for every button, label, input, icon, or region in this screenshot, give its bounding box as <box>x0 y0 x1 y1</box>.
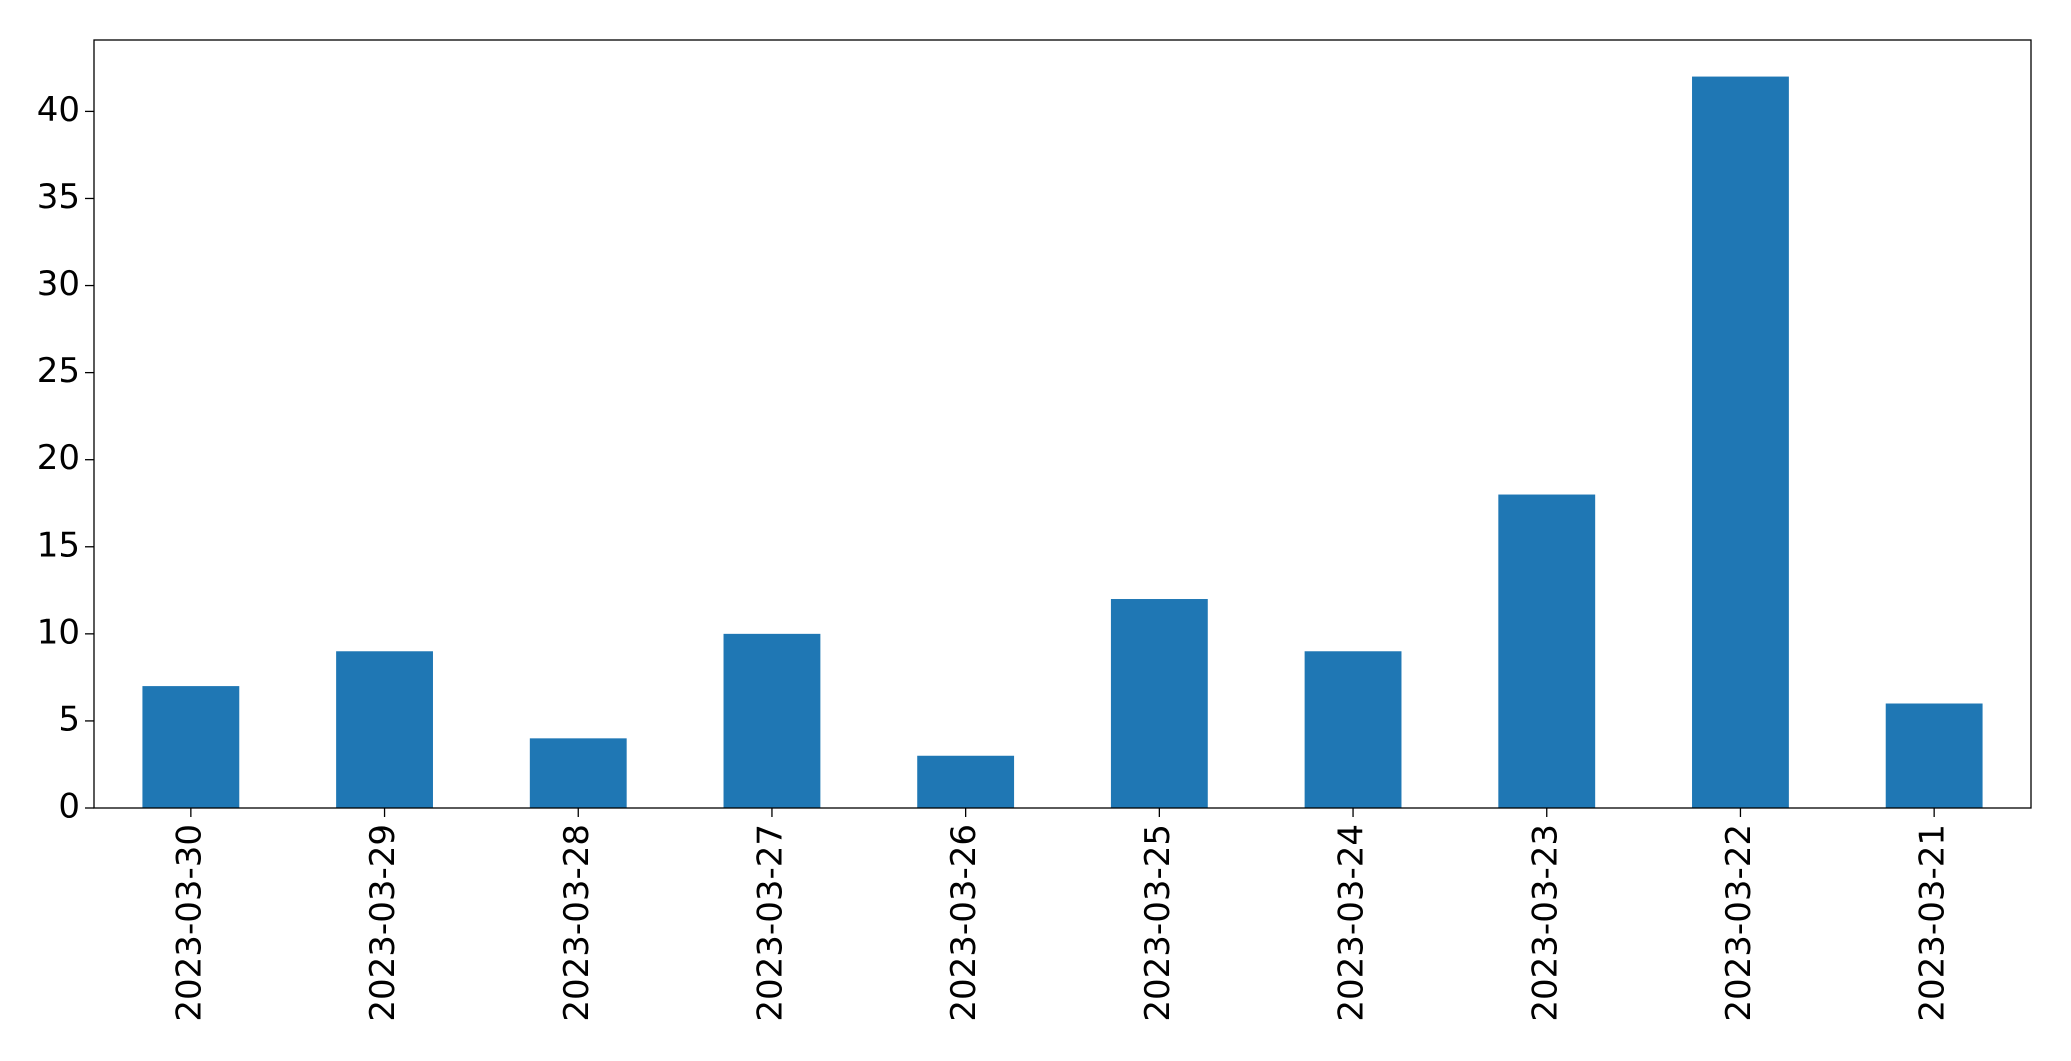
bar <box>1304 651 1402 808</box>
x-tick-label: 2023-03-24 <box>1332 824 1372 1022</box>
x-tick-label: 2023-03-27 <box>750 824 790 1022</box>
x-tick-label: 2023-03-29 <box>363 824 403 1022</box>
y-tick-label: 0 <box>58 787 80 827</box>
x-tick-label: 2023-03-22 <box>1719 824 1759 1022</box>
bar <box>1498 494 1596 808</box>
y-tick-label: 15 <box>37 525 80 565</box>
y-tick-label: 10 <box>37 612 80 652</box>
bar <box>142 686 240 808</box>
bar <box>1110 599 1208 808</box>
y-tick-label: 25 <box>37 351 80 391</box>
x-tick-label: 2023-03-23 <box>1525 824 1565 1022</box>
bar <box>1692 76 1789 809</box>
x-tick-label: 2023-03-28 <box>557 824 597 1022</box>
x-tick-label: 2023-03-25 <box>1138 824 1178 1022</box>
x-tick-label: 2023-03-21 <box>1913 824 1953 1022</box>
y-tick-label: 35 <box>37 177 80 217</box>
x-tick-label: 2023-03-30 <box>169 824 209 1022</box>
bar <box>723 633 821 808</box>
plot-frame <box>93 39 2032 809</box>
y-tick-label: 40 <box>37 90 80 130</box>
x-tick-label: 2023-03-26 <box>944 824 984 1022</box>
y-tick-label: 20 <box>37 438 80 478</box>
y-tick-label: 30 <box>37 264 80 304</box>
bar <box>1885 703 1983 808</box>
bar <box>529 738 627 808</box>
y-tick-label: 5 <box>58 699 80 739</box>
bar <box>917 755 1015 808</box>
bar <box>336 651 433 808</box>
